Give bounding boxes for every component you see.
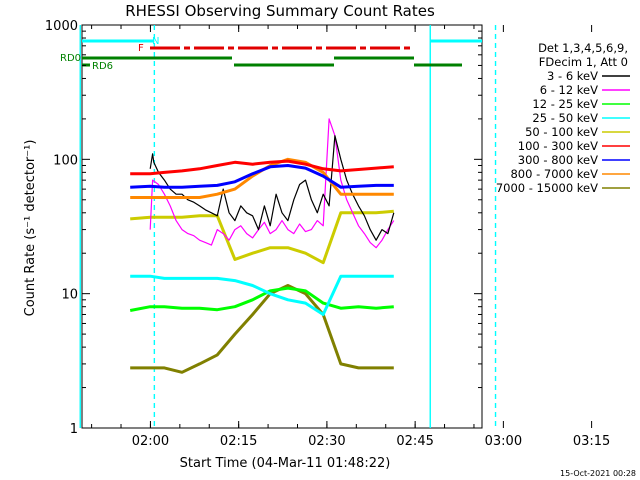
y-tick-label: 1000 (45, 19, 78, 34)
legend-entry-label: 100 - 300 keV (518, 139, 598, 153)
x-tick-label: 02:30 (308, 434, 345, 449)
y-tick-label: 100 (53, 153, 78, 168)
series-line-0 (149, 135, 395, 241)
flare-flag-label: F (138, 43, 144, 54)
plot-area-border (81, 24, 483, 429)
series-line-6 (130, 164, 394, 189)
series-line-8 (130, 284, 394, 374)
x-tick-label: 02:45 (396, 434, 433, 449)
legend-entry-label: 3 - 6 keV (547, 69, 598, 83)
legend-entry-label: 6 - 12 keV (540, 83, 598, 97)
rd0-label: RD0 (60, 53, 81, 64)
x-tick-label: 02:00 (132, 434, 169, 449)
rd6-label: RD6 (92, 61, 113, 72)
series-line-1 (149, 118, 395, 249)
timestamp: 15-Oct-2021 00:28 (560, 469, 636, 478)
legend-entry-label: 25 - 50 keV (532, 111, 598, 125)
night-flag-label: N (152, 36, 159, 47)
y-axis-label: Count Rate (s⁻¹ detector⁻¹) (23, 140, 38, 317)
legend-entry-label: 12 - 25 keV (532, 97, 598, 111)
legend-entry-label: 800 - 7000 keV (510, 167, 598, 181)
series-lines (129, 118, 395, 374)
series-line-7 (130, 157, 394, 199)
x-tick-label: 03:15 (573, 434, 610, 449)
series-line-2 (129, 286, 394, 312)
y-tick-label: 1 (70, 422, 78, 437)
legend-header: Det 1,3,4,5,6,9, (538, 41, 628, 55)
legend-entry-label: 7000 - 15000 keV (496, 181, 598, 195)
x-tick-label: 02:15 (220, 434, 257, 449)
legend: Det 1,3,4,5,6,9,FDecim 1, Att 03 - 6 keV… (496, 41, 630, 195)
series-line-3 (130, 274, 394, 316)
axis-ticks: 02:00 02:15 02:30 02:45 03:00 03:15 1 10 100 1000 (45, 19, 610, 449)
legend-entry-label: 300 - 800 keV (518, 153, 598, 167)
x-axis-label: Start Time (04-Mar-11 01:48:22) (180, 456, 391, 471)
chart-title: RHESSI Observing Summary Count Rates (125, 2, 435, 20)
legend-header: FDecim 1, Att 0 (539, 55, 628, 69)
plot-frame (81, 24, 483, 429)
series-line-5 (130, 159, 394, 176)
y-tick-label: 10 (61, 288, 78, 303)
series-line-4 (130, 209, 394, 265)
legend-entry-label: 50 - 100 keV (525, 125, 598, 139)
x-tick-label: 03:00 (485, 434, 522, 449)
